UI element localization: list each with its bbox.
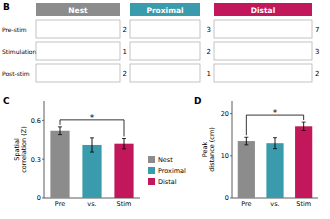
error-cap: [122, 148, 126, 149]
y-axis: [232, 101, 233, 198]
error-line: [92, 138, 93, 152]
error-cap: [273, 148, 277, 149]
column-header: [36, 3, 120, 16]
significance-label: *: [90, 113, 95, 123]
error-bar: [58, 127, 62, 135]
error-line: [60, 127, 61, 135]
heatmap-frame: [130, 64, 200, 82]
error-bar: [122, 139, 126, 149]
y-tick-label: 20: [221, 110, 229, 118]
x-tick-label: Pre: [55, 200, 65, 208]
error-cap: [302, 122, 306, 123]
error-cap: [58, 134, 62, 135]
error-line: [303, 122, 304, 130]
column-label: Distal: [251, 6, 275, 15]
error-cap: [122, 138, 126, 139]
y-axis-label: Spatialcorrelation (Z): [13, 126, 28, 172]
y-tick: [42, 120, 44, 121]
panel-label: B: [3, 2, 10, 12]
x-tick-label: vs.: [87, 200, 96, 208]
error-cap: [302, 130, 306, 131]
x-tick-label: Stim: [296, 200, 311, 208]
y-axis-label-line: distance (cm): [208, 127, 216, 172]
y-tick-label: 0: [37, 194, 41, 202]
y-tick-label: 0: [225, 194, 229, 202]
count-label: 2: [207, 48, 211, 56]
y-tick: [230, 155, 232, 156]
legend-swatch: [148, 156, 155, 163]
legend-label: Distal: [158, 178, 177, 186]
error-cap: [273, 137, 277, 138]
legend-label: Proximal: [158, 167, 186, 175]
heatmap-frame: [130, 20, 200, 38]
marks: [238, 122, 313, 198]
bar: [295, 126, 312, 198]
y-axis-label: Peakdistance (cm): [201, 127, 216, 172]
significance-bracket: [246, 115, 303, 135]
error-line: [246, 137, 247, 145]
heatmap-frame: [36, 64, 120, 82]
column-label: Nest: [68, 6, 88, 15]
legend-swatch: [148, 167, 155, 174]
y-tick-label: 0.3: [31, 156, 41, 164]
bar: [82, 145, 101, 198]
y-tick: [42, 159, 44, 160]
count-label: 2: [315, 70, 319, 78]
legend-label: Nest: [158, 156, 173, 164]
y-tick-label: 10: [221, 152, 229, 160]
error-line: [275, 138, 276, 149]
error-cap: [244, 137, 248, 138]
error-cap: [90, 137, 94, 138]
heatmap-frame: [214, 20, 312, 38]
error-bar: [90, 138, 94, 152]
heatmap-frame: [130, 42, 200, 60]
bar-panel: C 0 0.3 0.6Spatialcorrelation (Z) Pre vs. Stim…: [3, 96, 186, 208]
error-bar: [244, 137, 248, 145]
bar: [114, 144, 133, 198]
count-label: 2: [123, 70, 127, 78]
count-label: 2: [123, 26, 127, 34]
bar-panel: D 0 10 20 Peakdistance (cm) Pre vs. Stim *: [194, 96, 318, 208]
figure: B Nest Proximal Distal Pre-stim 2 3 7 Stimulatio…: [0, 0, 330, 219]
error-cap: [58, 126, 62, 127]
panel-label: D: [194, 96, 201, 106]
x-tick-label: vs.: [270, 200, 279, 208]
bar: [50, 131, 69, 198]
error-cap: [244, 144, 248, 145]
count-label: 3: [207, 26, 211, 34]
x-tick-label: Stim: [117, 200, 132, 208]
marks: [50, 127, 133, 198]
row-label: Pre-stim: [2, 26, 27, 33]
row-label: Post-stim: [2, 70, 30, 77]
error-line: [124, 139, 125, 149]
y-tick-label: 0.6: [31, 117, 41, 125]
bar: [238, 141, 255, 198]
y-tick: [230, 113, 232, 114]
legend-swatch: [148, 178, 155, 185]
error-cap: [90, 152, 94, 153]
column-label: Proximal: [146, 6, 183, 15]
column-header: [130, 3, 200, 16]
bar: [266, 143, 283, 198]
error-bar: [273, 138, 277, 149]
y-axis-label-line: correlation (Z): [20, 126, 28, 172]
panel-label: C: [3, 96, 10, 106]
y-axis: [44, 101, 45, 198]
heatmap-frame: [214, 64, 312, 82]
count-label: 7: [315, 26, 319, 34]
x-tick-label: Pre: [241, 200, 251, 208]
count-label: 3: [315, 48, 319, 56]
significance-label: *: [273, 108, 278, 118]
heatmap-frame: [36, 42, 120, 60]
heatmap-frame: [36, 20, 120, 38]
y-tick: [42, 198, 44, 199]
error-bar: [302, 122, 306, 130]
count-label: 1: [207, 70, 211, 78]
row-label: Stimulation: [2, 48, 37, 55]
column-header: [214, 3, 312, 16]
y-tick: [230, 198, 232, 199]
heatmap-frame: [214, 42, 312, 60]
count-label: 1: [123, 48, 127, 56]
